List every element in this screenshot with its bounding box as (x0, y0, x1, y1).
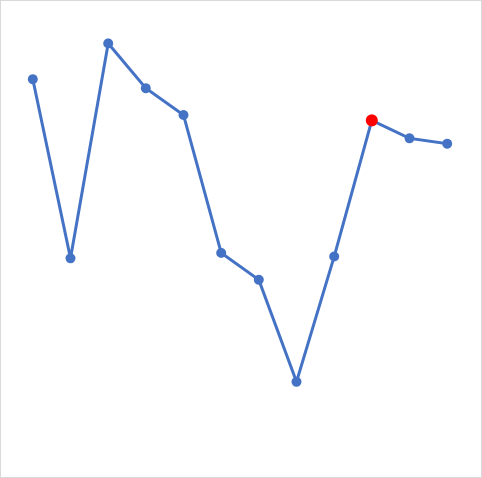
data-point (65, 253, 76, 264)
data-point (442, 138, 453, 149)
data-point (27, 74, 38, 85)
data-point (329, 251, 340, 262)
data-point (404, 133, 415, 144)
data-point (253, 274, 264, 285)
data-point (178, 110, 189, 120)
highlighted-data-point (365, 114, 378, 127)
data-point (103, 38, 114, 49)
data-point (291, 376, 302, 387)
data-point (216, 247, 227, 258)
series-line-0 (31, 41, 448, 384)
data-point (140, 83, 151, 94)
